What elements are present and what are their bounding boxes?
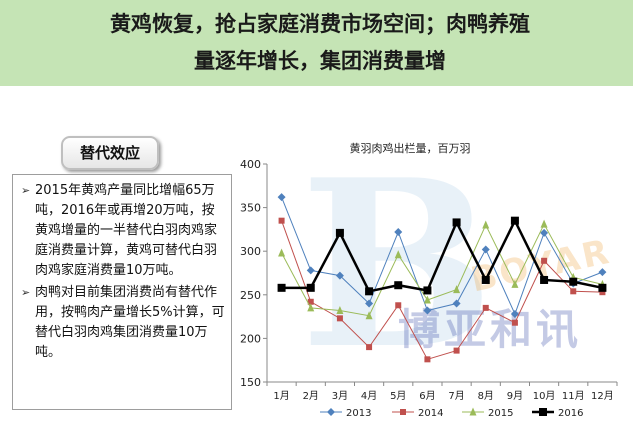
legend-marker-2013 [327,408,335,416]
series-line-2016 [281,217,603,293]
data-point-2014 [511,319,518,326]
x-tick-label: 5月 [390,390,406,402]
title-line-1: 黄鸡恢复，抢占家庭消费市场空间；肉鸭养殖 [110,12,530,36]
bullet-text-yellow-chicken: 2015年黄鸡产量同比增幅65万吨，2016年或再增20万吨，按黄鸡增量的一半替… [35,183,218,278]
data-point-2013 [423,306,432,315]
chart-title: 黄羽肉鸡出栏量，百万羽 [350,141,471,155]
legend-marker-2015 [469,407,477,416]
data-point-2014 [570,288,577,295]
x-tick-label: 2月 [303,390,319,402]
data-point-2014 [541,257,548,264]
x-tick-label: 6月 [419,390,435,402]
data-point-2014 [424,356,431,363]
y-tick-label: 250 [240,289,261,302]
bullet-text-duck: 肉鸭对目前集团消费尚有替代作用，按鸭肉产量增长5%计算，可替代白羽肉鸡集团消费量… [35,285,225,360]
legend-label-2016: 2016 [558,408,583,419]
data-point-2014 [278,217,285,224]
data-point-2015 [482,220,490,229]
data-point-2016 [365,287,374,296]
x-tick-label: 9月 [507,390,523,402]
data-point-2014 [482,304,489,311]
data-point-2015 [336,305,344,314]
data-point-2016 [598,283,607,292]
data-point-2014 [453,347,460,354]
y-tick-label: 350 [240,202,261,215]
data-point-2014 [307,298,314,305]
data-point-2016 [481,275,490,284]
data-point-2014 [336,315,343,322]
arrow-bullet-icon: ➢ [21,184,31,197]
bullet-item: ➢ 肉鸭对目前集团消费尚有替代作用，按鸭肉产量增长5%计算，可替代白羽肉鸡集团消… [21,283,225,363]
watermark-logo-shape: B [300,130,495,400]
data-point-2013 [540,228,549,237]
data-point-2013 [365,299,374,308]
data-point-2016 [569,277,578,286]
bullet-item: ➢ 2015年黄鸡产量同比增幅65万吨，2016年或再增20万吨，按黄鸡增量的一… [21,181,225,281]
data-point-2015 [307,303,315,312]
data-point-2015 [394,250,402,259]
x-tick-label: 1月 [273,390,289,402]
data-point-2016 [394,281,403,290]
x-tick-label: 3月 [332,390,348,402]
data-point-2016 [452,218,461,227]
data-point-2016 [277,283,286,292]
data-point-2014 [599,289,606,296]
data-point-2013 [306,266,315,275]
data-point-2015 [511,279,519,288]
data-point-2015 [278,248,286,257]
data-point-2015 [540,219,548,228]
x-tick-label: 7月 [448,390,464,402]
data-point-2015 [423,295,431,304]
data-point-2016 [510,216,519,225]
legend-label-2014: 2014 [418,408,443,419]
legend-marker-2014 [400,409,406,415]
x-tick-label: 10月 [533,390,556,402]
y-tick-label: 200 [240,332,261,345]
data-point-2013 [481,245,490,254]
y-tick-label: 400 [240,158,261,171]
line-chart: 黄羽肉鸡出栏量，百万羽 150 200 250 300 350 400 1月 2月 3月 4月 5月… [240,141,618,419]
title-line-2: 量逐年增长，集团消费量增 [194,49,446,73]
arrow-bullet-icon: ➢ [21,286,31,299]
title-banner: 黄鸡恢复，抢占家庭消费市场空间；肉鸭养殖 量逐年增长，集团消费量增 [0,0,633,86]
x-tick-label: 11月 [562,390,585,402]
data-point-2014 [366,344,373,351]
x-tick-label: 8月 [478,390,494,402]
x-tick-label: 4月 [361,390,377,402]
series-line-2014 [281,220,603,360]
data-point-2013 [335,271,344,280]
series-line-2013 [281,196,603,316]
data-point-2016 [306,283,315,292]
x-tick-label: 12月 [591,390,614,402]
explanation-textbox: ➢ 2015年黄鸡产量同比增幅65万吨，2016年或再增20万吨，按黄鸡增量的一… [12,174,232,410]
data-point-2016 [423,286,432,295]
data-point-2013 [452,299,461,308]
section-label-substitution: 替代效应 [61,136,159,170]
legend-label-2013: 2013 [346,408,371,419]
data-point-2015 [365,311,373,320]
data-point-2014 [395,302,402,309]
page-title: 黄鸡恢复，抢占家庭消费市场空间；肉鸭养殖 量逐年增长，集团消费量增 [20,6,620,80]
y-tick-label: 300 [240,245,261,258]
data-point-2013 [394,228,403,237]
series-line-2015 [281,223,603,317]
y-tick-label: 150 [240,376,261,389]
data-point-2013 [598,268,607,277]
legend-marker-2016 [539,408,547,416]
legend-label-2015: 2015 [488,408,513,419]
data-point-2015 [453,285,461,294]
data-point-2016 [335,228,344,237]
data-point-2016 [540,275,549,284]
data-point-2013 [277,193,286,202]
